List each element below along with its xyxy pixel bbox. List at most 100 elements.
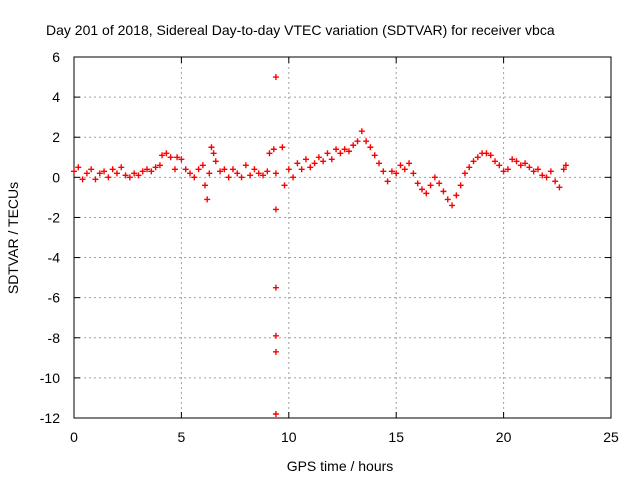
data-point [281,182,288,189]
data-point [247,172,254,179]
data-point [118,164,125,171]
x-tick-label: 20 [496,429,512,445]
data-point [556,184,563,191]
data-point [208,144,215,151]
data-point [171,166,178,173]
data-point [350,142,357,149]
data-point [397,162,404,169]
y-tick-label: 6 [52,49,60,65]
data-point [562,162,569,169]
data-point [517,162,524,169]
data-point [178,156,185,163]
data-point [96,170,103,177]
data-point [444,196,451,203]
data-point [431,174,438,181]
data-point [341,146,348,153]
data-point [496,162,503,169]
data-point [251,166,258,173]
data-point [311,160,318,167]
data-point [509,156,516,163]
data-point [71,168,77,175]
x-tick-label: 5 [178,429,186,445]
data-point [436,180,443,187]
data-point [367,144,374,151]
data-point [266,150,273,157]
data-point [260,172,267,179]
data-point [174,154,181,161]
data-point [186,170,193,177]
data-point [135,172,142,179]
data-point [75,164,82,171]
data-point [526,164,533,171]
y-axis-label: SDTVAR / TECUs [5,182,21,294]
data-point [210,150,217,157]
data-point [384,178,391,185]
data-point [298,166,305,173]
data-point [206,170,213,177]
data-point [113,170,120,177]
data-point [285,166,292,173]
data-point [229,166,236,173]
data-point [83,170,90,177]
data-point [144,166,151,173]
data-point [440,188,447,195]
data-point [225,174,232,181]
axes: 0 5 10 15 20 25 -12 -10 -8 -6 -4 -2 0 2 4 6 [40,49,619,445]
data-point [504,166,511,173]
data-point [191,174,198,181]
data-point [547,168,554,175]
data-point [401,166,408,173]
data-point [376,160,383,167]
data-point [255,170,262,177]
data-point [483,150,490,157]
data-point [159,152,166,159]
data-point [290,174,297,181]
x-axis-label: GPS time / hours [287,458,394,474]
data-point [414,180,421,187]
data-point [163,150,170,157]
data-point [272,74,279,81]
data-point [466,164,473,171]
data-point [406,160,413,167]
data-point [388,168,395,175]
data-point [358,128,365,135]
data-point [204,196,211,203]
data-point [470,158,477,165]
data-point [272,410,279,417]
data-point [212,158,219,165]
data-point [328,156,335,163]
data-point [109,166,116,173]
data-point [238,174,245,181]
x-tick-label: 0 [70,429,78,445]
data-point [534,166,541,173]
data-point [221,166,228,173]
x-tick-label: 10 [281,429,297,445]
data-point [560,166,567,173]
data-point [410,170,417,177]
data-point [272,348,279,355]
data-point [530,168,537,175]
data-point [552,178,559,185]
data-point [522,160,529,167]
x-tick-label: 25 [603,429,619,445]
data-point [320,158,327,165]
data-points [71,74,569,417]
data-point [393,170,400,177]
data-point [270,146,277,153]
data-point [453,192,460,199]
data-point [272,170,279,177]
plot-frame [73,56,612,419]
data-point [242,162,249,169]
y-tick-label: -8 [48,330,61,346]
data-point [449,202,456,209]
data-point [202,182,209,189]
data-point [513,158,520,165]
data-point [337,150,344,157]
data-point [88,166,95,173]
data-point [427,182,434,189]
data-point [543,174,550,181]
data-point [363,138,370,145]
data-point [279,144,286,151]
data-point [371,152,378,159]
data-point [492,158,499,165]
